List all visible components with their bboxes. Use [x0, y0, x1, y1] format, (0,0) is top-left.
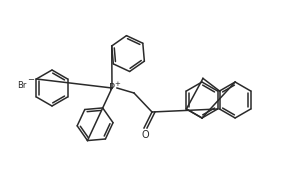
Text: −: − [28, 76, 35, 84]
Text: O: O [141, 130, 149, 140]
Text: +: + [114, 81, 120, 87]
Text: P: P [109, 83, 115, 93]
Text: Br: Br [17, 82, 27, 90]
